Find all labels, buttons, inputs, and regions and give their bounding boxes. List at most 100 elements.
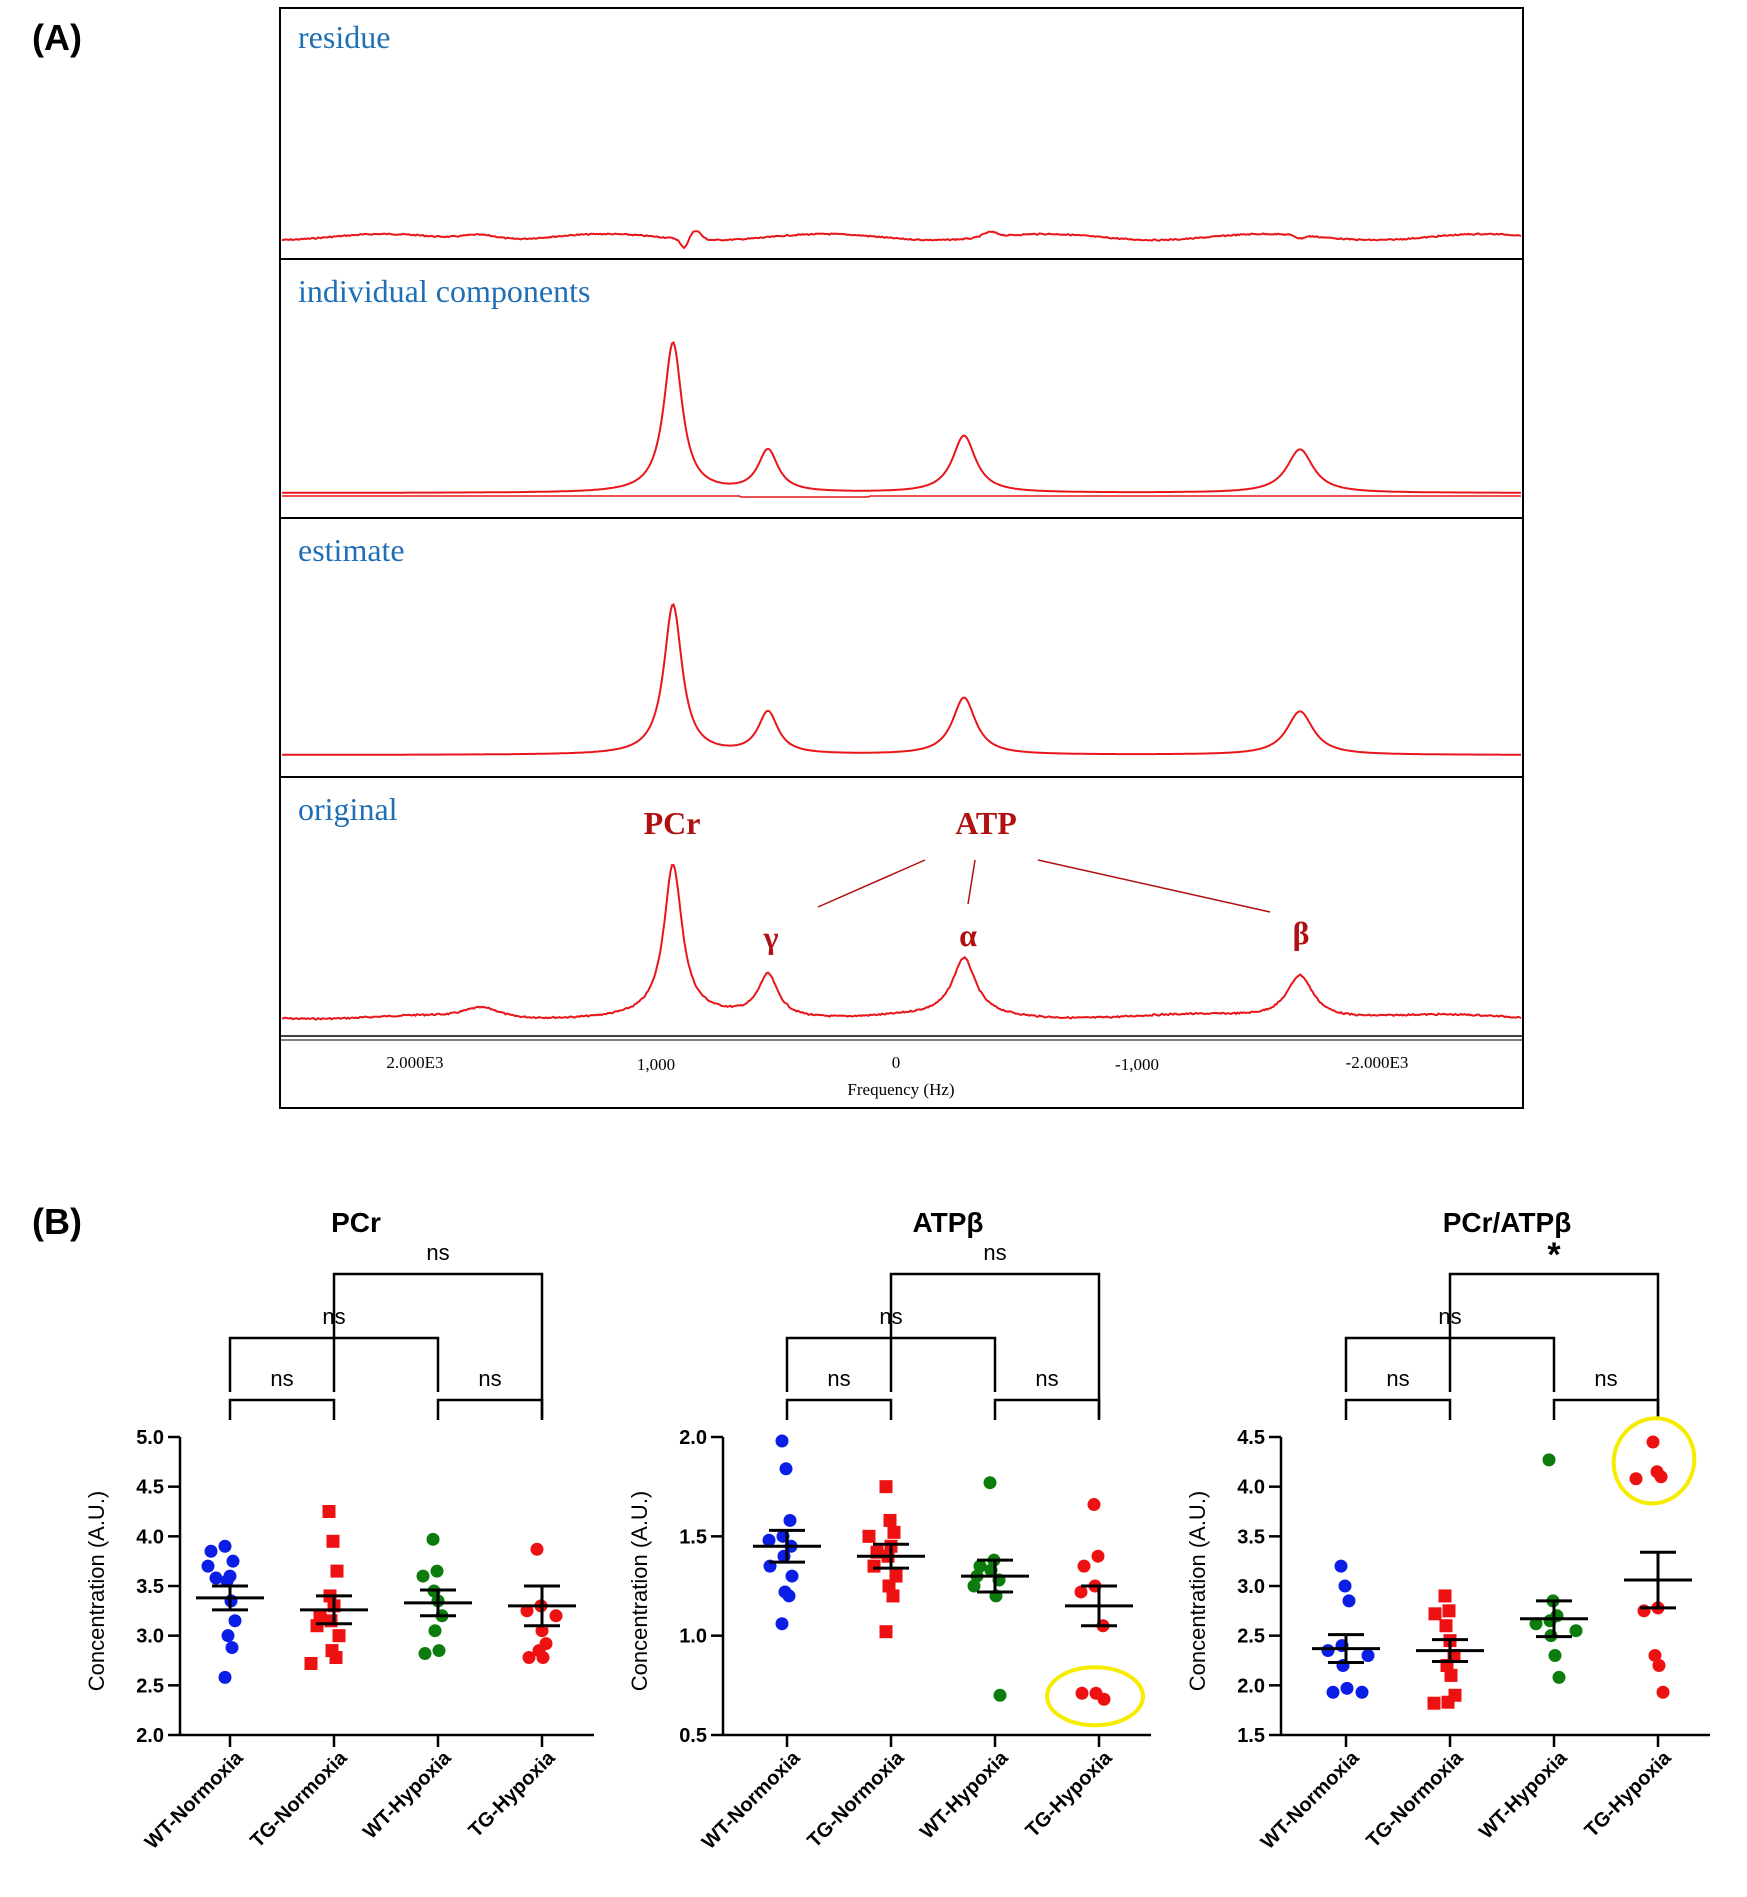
data-point-wt-hypoxia bbox=[1548, 1649, 1562, 1663]
comparison-bracket bbox=[332, 1272, 544, 1418]
y-axis-label: Concentration (A.U.) bbox=[627, 1491, 652, 1692]
comparison-bracket bbox=[785, 1398, 893, 1420]
data-point-tg-hypoxia bbox=[1075, 1686, 1089, 1700]
atp-connector-beta bbox=[1037, 859, 1271, 913]
data-point-wt-normoxia bbox=[218, 1670, 232, 1684]
freq-tick-1: 2.000E3 bbox=[386, 1053, 443, 1072]
x-tick-label: WT-Normoxia bbox=[141, 1746, 248, 1853]
data-point-wt-normoxia bbox=[228, 1614, 242, 1628]
significance-label: ns bbox=[1035, 1366, 1058, 1391]
data-point-tg-normoxia bbox=[883, 1513, 897, 1527]
data-point-tg-hypoxia bbox=[535, 1624, 549, 1638]
x-tick-label: TG-Normoxia bbox=[803, 1746, 909, 1852]
data-point-tg-normoxia bbox=[324, 1614, 338, 1628]
freq-axis-label: Frequency (Hz) bbox=[847, 1080, 954, 1099]
data-point-tg-hypoxia bbox=[1629, 1472, 1643, 1486]
atp-connector-alpha bbox=[967, 859, 976, 905]
y-tick-label: 3.0 bbox=[1237, 1576, 1265, 1598]
data-point-tg-hypoxia bbox=[1648, 1649, 1662, 1663]
significance-label: ns bbox=[270, 1366, 293, 1391]
data-point-wt-normoxia bbox=[218, 1539, 232, 1553]
panel-b-letter: (B) bbox=[32, 1201, 82, 1242]
data-point-wt-normoxia bbox=[221, 1629, 235, 1643]
spectrum-panel: residue individual components estimate o… bbox=[279, 7, 1524, 1109]
highlight-ellipse bbox=[1611, 1416, 1697, 1506]
trace-label-estimate: estimate bbox=[298, 532, 405, 568]
comparison-bracket bbox=[436, 1398, 544, 1420]
comparison-bracket bbox=[889, 1272, 1101, 1418]
x-tick-label: TG-Hypoxia bbox=[1022, 1746, 1118, 1842]
scatter-charts: PCr 2.0 2.5 3.0 3.5 4.0 4.5 5.0 Concentration (A… bbox=[84, 1207, 1710, 1854]
y-tick-label: 4.5 bbox=[1237, 1427, 1265, 1449]
peak-label-alpha: α bbox=[959, 917, 977, 953]
data-point-tg-hypoxia bbox=[1656, 1685, 1670, 1699]
data-point-wt-normoxia bbox=[1336, 1658, 1350, 1672]
y-axis-label: Concentration (A.U.) bbox=[84, 1491, 109, 1692]
y-tick-label: 1.5 bbox=[679, 1526, 707, 1548]
data-point-tg-hypoxia bbox=[1091, 1549, 1105, 1563]
data-point-wt-hypoxia bbox=[432, 1644, 446, 1658]
data-point-wt-normoxia bbox=[783, 1513, 797, 1527]
y-tick-label: 4.0 bbox=[136, 1526, 164, 1548]
chart-title: PCr bbox=[331, 1207, 381, 1238]
data-point-tg-normoxia bbox=[867, 1559, 881, 1573]
data-point-wt-normoxia bbox=[1355, 1685, 1369, 1699]
data-point-tg-hypoxia bbox=[549, 1609, 563, 1623]
x-tick-label: TG-Normoxia bbox=[1362, 1746, 1468, 1852]
data-point-tg-normoxia bbox=[304, 1656, 318, 1670]
y-tick-label: 0.5 bbox=[679, 1725, 707, 1747]
data-point-wt-hypoxia bbox=[967, 1579, 981, 1593]
y-tick-label: 2.0 bbox=[679, 1427, 707, 1449]
data-point-tg-normoxia bbox=[326, 1534, 340, 1548]
data-point-wt-normoxia bbox=[785, 1569, 799, 1583]
x-tick-label: TG-Normoxia bbox=[246, 1746, 352, 1852]
data-point-wt-hypoxia bbox=[426, 1532, 440, 1546]
freq-tick-3: 0 bbox=[892, 1053, 901, 1072]
data-point-wt-hypoxia bbox=[1542, 1453, 1556, 1467]
significance-label: * bbox=[1547, 1236, 1561, 1274]
x-tick-label: WT-Hypoxia bbox=[1475, 1746, 1572, 1843]
components-trace bbox=[282, 341, 1521, 494]
data-point-tg-normoxia bbox=[886, 1589, 900, 1603]
data-point-tg-normoxia bbox=[879, 1480, 893, 1494]
data-point-tg-hypoxia bbox=[1654, 1470, 1668, 1484]
data-point-wt-hypoxia bbox=[428, 1624, 442, 1638]
y-tick-label: 1.0 bbox=[679, 1626, 707, 1648]
data-point-wt-normoxia bbox=[1340, 1681, 1354, 1695]
data-point-wt-normoxia bbox=[220, 1574, 234, 1588]
y-axis-label: Concentration (A.U.) bbox=[1185, 1491, 1210, 1692]
data-point-wt-hypoxia bbox=[983, 1476, 997, 1490]
estimate-trace bbox=[282, 603, 1521, 756]
y-tick-label: 3.5 bbox=[1237, 1526, 1265, 1548]
peak-label-gamma: γ bbox=[763, 919, 779, 955]
x-tick-label: TG-Hypoxia bbox=[1581, 1746, 1677, 1842]
data-point-tg-hypoxia bbox=[1087, 1498, 1101, 1512]
significance-label: ns bbox=[426, 1240, 449, 1265]
chart-title: ATPβ bbox=[912, 1207, 983, 1238]
data-point-tg-hypoxia bbox=[536, 1651, 550, 1665]
data-point-wt-hypoxia bbox=[1552, 1670, 1566, 1684]
data-point-tg-normoxia bbox=[310, 1619, 324, 1633]
data-point-tg-hypoxia bbox=[1077, 1559, 1091, 1573]
data-point-wt-normoxia bbox=[779, 1462, 793, 1476]
trace-label-components: individual components bbox=[298, 273, 590, 309]
data-point-wt-hypoxia bbox=[430, 1564, 444, 1578]
data-point-tg-hypoxia bbox=[522, 1651, 536, 1665]
spectrum-frame bbox=[279, 7, 1524, 1109]
atp-connector-gamma bbox=[817, 859, 926, 908]
data-point-tg-normoxia bbox=[889, 1569, 903, 1583]
data-point-tg-normoxia bbox=[1428, 1607, 1442, 1621]
data-point-wt-normoxia bbox=[1342, 1594, 1356, 1608]
data-point-wt-normoxia bbox=[1321, 1644, 1335, 1658]
data-point-wt-normoxia bbox=[225, 1641, 239, 1655]
data-point-tg-normoxia bbox=[332, 1629, 346, 1643]
data-point-wt-hypoxia bbox=[418, 1647, 432, 1661]
data-point-wt-normoxia bbox=[226, 1554, 240, 1568]
data-point-tg-hypoxia bbox=[1637, 1604, 1651, 1618]
x-tick-label: WT-Normoxia bbox=[698, 1746, 805, 1853]
components-baseline bbox=[282, 495, 1521, 498]
peak-label-beta: β bbox=[1293, 915, 1310, 951]
chart-3: PCr/ATPβ 1.5 2.0 2.5 3.0 3.5 4.0 4.5 Concentrati… bbox=[1185, 1207, 1710, 1854]
data-point-wt-normoxia bbox=[1326, 1685, 1340, 1699]
x-tick-label: TG-Hypoxia bbox=[465, 1746, 561, 1842]
